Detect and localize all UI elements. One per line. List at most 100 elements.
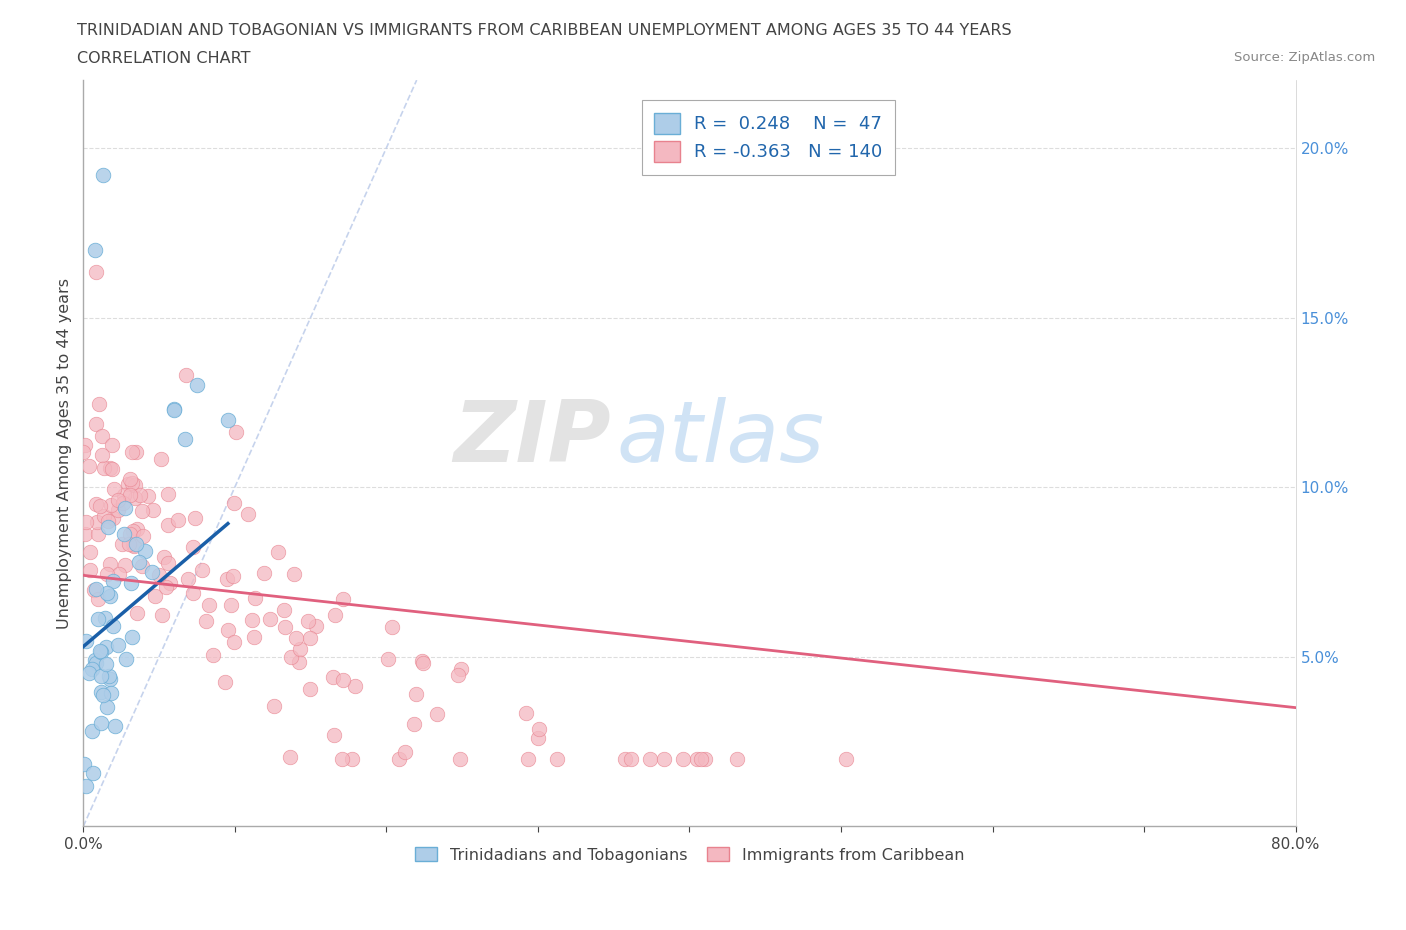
Text: Source: ZipAtlas.com: Source: ZipAtlas.com xyxy=(1234,51,1375,64)
Point xyxy=(91,447,114,462)
Point xyxy=(273,603,295,618)
Point xyxy=(546,751,568,766)
Point xyxy=(77,458,100,473)
Point xyxy=(77,666,100,681)
Point xyxy=(243,630,266,644)
Point xyxy=(73,437,96,452)
Point xyxy=(112,526,135,541)
Point xyxy=(103,573,125,588)
Point xyxy=(93,460,115,475)
Point xyxy=(332,673,354,688)
Point xyxy=(125,605,148,620)
Legend: Trinidadians and Tobagonians, Immigrants from Caribbean: Trinidadians and Tobagonians, Immigrants… xyxy=(406,839,972,870)
Point xyxy=(94,640,117,655)
Point xyxy=(150,607,173,622)
Point xyxy=(79,563,101,578)
Point xyxy=(87,397,110,412)
Point xyxy=(80,724,103,738)
Point xyxy=(121,538,143,552)
Point xyxy=(121,445,143,459)
Point xyxy=(322,670,344,684)
Point xyxy=(121,630,143,644)
Point xyxy=(672,751,695,766)
Point xyxy=(266,545,288,560)
Point xyxy=(181,586,204,601)
Point xyxy=(253,565,276,580)
Point xyxy=(835,751,858,766)
Point xyxy=(118,526,141,541)
Point xyxy=(128,554,150,569)
Point xyxy=(447,668,470,683)
Point xyxy=(98,589,121,604)
Point xyxy=(136,489,159,504)
Point xyxy=(148,567,170,582)
Point xyxy=(90,644,112,659)
Point xyxy=(224,496,246,511)
Point xyxy=(118,472,141,486)
Point xyxy=(86,612,108,627)
Point xyxy=(134,543,156,558)
Point xyxy=(112,487,135,502)
Point xyxy=(101,618,124,633)
Point xyxy=(236,506,259,521)
Point xyxy=(84,581,107,596)
Point xyxy=(131,558,153,573)
Point xyxy=(98,672,121,687)
Point xyxy=(516,751,538,766)
Point xyxy=(90,715,112,730)
Point xyxy=(97,668,120,683)
Point xyxy=(84,653,107,668)
Point xyxy=(638,751,661,766)
Point xyxy=(114,500,136,515)
Point xyxy=(103,482,125,497)
Point xyxy=(613,751,636,766)
Point xyxy=(132,528,155,543)
Point xyxy=(181,539,204,554)
Point xyxy=(404,717,426,732)
Point xyxy=(163,403,186,418)
Point xyxy=(91,429,114,444)
Point xyxy=(217,412,239,427)
Point xyxy=(87,591,110,606)
Point xyxy=(381,620,404,635)
Point xyxy=(93,509,115,524)
Point xyxy=(343,678,366,693)
Point xyxy=(75,514,97,529)
Point xyxy=(89,644,111,658)
Point xyxy=(84,497,107,512)
Point xyxy=(82,765,104,780)
Point xyxy=(120,576,142,591)
Point xyxy=(111,496,134,511)
Point xyxy=(107,638,129,653)
Point xyxy=(100,685,122,700)
Point xyxy=(186,378,208,392)
Point xyxy=(449,751,471,766)
Point xyxy=(224,634,246,649)
Point xyxy=(177,572,200,587)
Point xyxy=(107,493,129,508)
Point xyxy=(141,565,163,579)
Point xyxy=(84,417,107,432)
Point xyxy=(104,719,127,734)
Point xyxy=(103,512,125,526)
Text: ZIP: ZIP xyxy=(453,397,610,480)
Point xyxy=(96,566,118,581)
Point xyxy=(101,462,124,477)
Point xyxy=(245,591,267,605)
Point xyxy=(689,751,711,766)
Point xyxy=(86,515,108,530)
Point xyxy=(183,511,205,525)
Point xyxy=(163,402,186,417)
Point xyxy=(214,674,236,689)
Point xyxy=(153,550,176,565)
Point xyxy=(115,651,138,666)
Point xyxy=(450,661,472,676)
Point xyxy=(94,610,117,625)
Point xyxy=(121,524,143,538)
Point xyxy=(273,619,295,634)
Point xyxy=(411,653,433,668)
Point xyxy=(73,526,96,541)
Point xyxy=(97,513,120,528)
Point xyxy=(290,642,312,657)
Point xyxy=(127,522,149,537)
